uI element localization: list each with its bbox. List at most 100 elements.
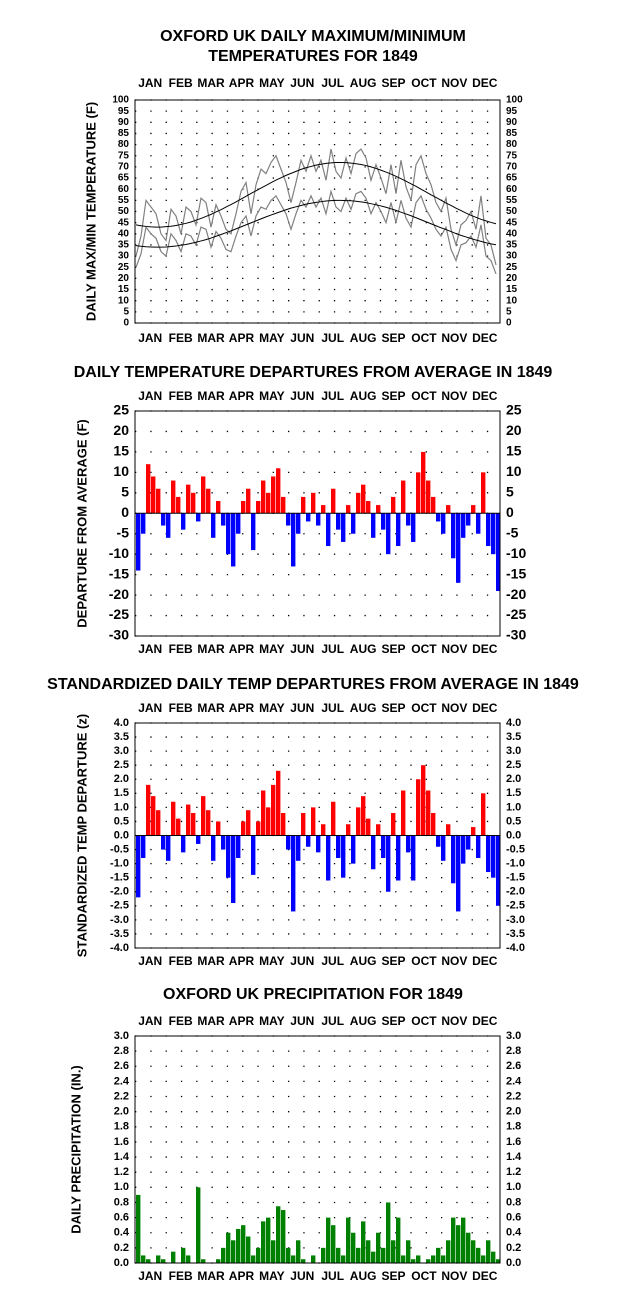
bar [331,1225,336,1263]
y-tick-label: 1.0 [506,1181,521,1193]
month-label: JUL [321,389,344,403]
bar [166,835,171,861]
month-label: NOV [441,1014,467,1028]
bar [331,488,336,514]
bar [171,801,176,836]
month-label: FEB [169,954,193,968]
y-tick-label: -3.5 [506,928,525,940]
bar [291,513,296,567]
y-tick-label: 1.6 [506,1136,521,1148]
chart-title: OXFORD UK PRECIPITATION FOR 1849 [163,986,463,1003]
y-tick-label: 2.8 [114,1045,129,1057]
data-line [135,199,497,248]
y-tick-label: 0.2 [114,1242,129,1254]
month-label: APR [229,954,255,968]
month-label: DEC [472,331,498,345]
month-label: SEP [382,76,406,90]
y-tick-label: 2.4 [114,1075,130,1087]
y-tick-label: 20 [118,273,130,284]
bar [441,835,446,861]
bar [346,824,351,836]
month-label: JAN [138,701,162,715]
month-label: JUL [321,1269,344,1283]
y-tick-label: 90 [118,117,130,128]
y-tick-label: 100 [112,95,129,106]
month-label: APR [229,701,255,715]
month-label: OCT [411,954,437,968]
y-tick-label: 45 [118,217,130,228]
bar [481,1255,486,1263]
bar [291,835,296,912]
bar [336,835,341,858]
y-tick-label: 40 [118,228,130,239]
y-tick-label: 3.0 [506,1030,521,1042]
bar [316,513,321,526]
bar [471,827,476,836]
chart-title: STANDARDIZED DAILY TEMP DEPARTURES FROM … [47,676,579,693]
y-tick-label: -4.0 [506,942,525,954]
bar [401,1255,406,1263]
y-tick-label: 25 [506,402,522,418]
bar [316,835,321,853]
y-tick-label: 85 [118,128,130,139]
y-tick-label: 1.5 [506,787,521,799]
bar [406,513,411,526]
bar [276,770,281,836]
y-tick-label: 20 [113,422,129,438]
bar [251,1255,256,1263]
bar [311,492,316,514]
bar [321,824,326,836]
bar [161,513,166,526]
bar [496,513,501,591]
y-tick-label: 60 [118,184,130,195]
bar [416,1255,421,1263]
y-tick-label: 0.2 [506,1242,521,1254]
bar [241,821,246,836]
month-label: JAN [138,331,162,345]
bar [161,1259,166,1263]
y-tick-label: 0 [506,318,512,329]
bar [416,472,421,514]
month-label: OCT [411,1014,437,1028]
month-label: JUN [290,76,314,90]
bar [286,1247,291,1263]
month-label: JAN [138,389,162,403]
y-tick-label: 20 [506,422,522,438]
month-label: AUG [350,642,377,656]
bar [396,1217,401,1263]
bar [251,835,256,875]
y-tick-label: 65 [506,173,518,184]
bar [456,513,461,583]
y-tick-label: 1.4 [506,1151,522,1163]
month-label: MAY [259,701,285,715]
y-tick-label: -15 [109,565,129,581]
y-tick-label: -15 [506,565,526,581]
month-label: DEC [472,701,498,715]
bar [346,1217,351,1263]
bar [276,1206,281,1263]
y-tick-label: -20 [506,586,526,602]
month-label: APR [229,76,255,90]
bar [301,496,306,514]
bar [431,496,436,514]
y-tick-label: -3.0 [110,914,129,926]
month-label: DEC [472,76,498,90]
y-tick-label: -4.0 [110,942,129,954]
bar [461,835,466,864]
bar [391,496,396,514]
bar [191,492,196,514]
bar [461,1217,466,1263]
y-tick-label: 2.0 [114,1106,129,1118]
y-tick-label: -5 [117,524,130,540]
y-tick-label: -1.5 [110,872,129,884]
bar [156,1255,161,1263]
y-tick-label: -2.5 [506,900,525,912]
bar [366,501,371,514]
bar [331,801,336,836]
bar [366,818,371,836]
bar [211,513,216,538]
bar [341,1255,346,1263]
bar [376,824,381,836]
bar [141,835,146,858]
bar [411,1259,416,1263]
